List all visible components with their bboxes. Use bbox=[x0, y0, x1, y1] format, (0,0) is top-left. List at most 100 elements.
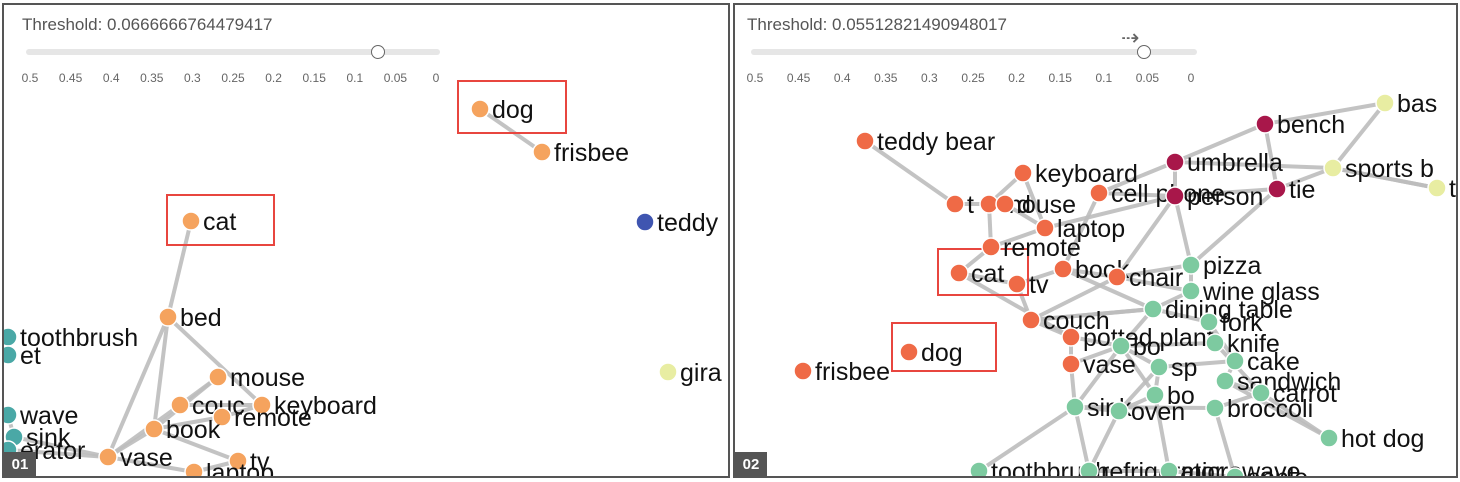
node-sandwich[interactable]: sandwich bbox=[1215, 368, 1341, 396]
node-dot[interactable] bbox=[532, 142, 552, 162]
node-dot[interactable] bbox=[208, 367, 228, 387]
node-dot[interactable] bbox=[228, 451, 248, 471]
node-oven[interactable]: oven bbox=[1109, 398, 1185, 426]
node-bo[interactable]: bo bbox=[1145, 382, 1195, 410]
node-dot[interactable] bbox=[1013, 163, 1033, 183]
node-dot[interactable] bbox=[899, 342, 919, 362]
node-dot[interactable] bbox=[184, 462, 204, 476]
node-couc[interactable]: couc bbox=[170, 392, 245, 420]
node-dot[interactable] bbox=[4, 345, 18, 365]
node-bo[interactable]: bo bbox=[1111, 333, 1161, 361]
node-keyboard[interactable]: keyboard bbox=[252, 392, 377, 420]
node-umbrella[interactable]: umbrella bbox=[1165, 149, 1283, 177]
node-t[interactable]: t bbox=[1427, 175, 1456, 203]
node-person[interactable]: person bbox=[1165, 183, 1263, 211]
node-tie[interactable]: tie bbox=[1267, 176, 1315, 204]
node-dot[interactable] bbox=[1089, 183, 1109, 203]
node-dot[interactable] bbox=[144, 419, 164, 439]
node-mouse[interactable]: mouse bbox=[979, 191, 1076, 219]
node-dot[interactable] bbox=[1267, 179, 1287, 199]
node-vase[interactable]: vase bbox=[1061, 351, 1136, 379]
node-dog[interactable]: dog bbox=[899, 339, 963, 367]
node-dot[interactable] bbox=[1061, 327, 1081, 347]
node-teddy[interactable]: teddy bbox=[635, 209, 719, 237]
node-dot[interactable] bbox=[1007, 274, 1027, 294]
node-dot[interactable] bbox=[793, 361, 813, 381]
node-dot[interactable] bbox=[1061, 354, 1081, 374]
node-dot[interactable] bbox=[1181, 281, 1201, 301]
node-keyboard[interactable]: keyboard bbox=[1013, 160, 1138, 188]
node-dot[interactable] bbox=[1427, 178, 1447, 198]
node-dot[interactable] bbox=[1215, 371, 1235, 391]
node-mouse[interactable]: mouse bbox=[208, 364, 305, 392]
node-dot[interactable] bbox=[158, 307, 178, 327]
node-broccoli[interactable]: broccoli bbox=[1205, 395, 1313, 423]
node-dining-table[interactable]: dining table bbox=[1143, 296, 1293, 324]
node-dog[interactable]: dog bbox=[470, 96, 534, 124]
node-cake[interactable]: cake bbox=[1225, 348, 1300, 376]
node-et[interactable]: et bbox=[4, 342, 41, 370]
node-laptop[interactable]: laptop bbox=[184, 459, 274, 476]
node-dot[interactable] bbox=[1181, 255, 1201, 275]
node-remote[interactable]: remote bbox=[981, 234, 1081, 262]
node-dot[interactable] bbox=[1255, 114, 1275, 134]
node-gira[interactable]: gira bbox=[658, 359, 722, 387]
node-dot[interactable] bbox=[1165, 152, 1185, 172]
node-sp[interactable]: sp bbox=[1149, 354, 1197, 382]
node-tv[interactable]: tv bbox=[228, 448, 270, 476]
node-dot[interactable] bbox=[1205, 333, 1225, 353]
node-sink[interactable]: sink bbox=[4, 424, 71, 452]
node-dot[interactable] bbox=[470, 99, 490, 119]
node-cat[interactable]: cat bbox=[181, 208, 236, 236]
node-dot[interactable] bbox=[1375, 93, 1395, 113]
node-chair[interactable]: chair bbox=[1107, 264, 1183, 292]
node-laptop[interactable]: laptop bbox=[1035, 215, 1125, 243]
node-remote[interactable]: remote bbox=[212, 404, 312, 432]
node-dot[interactable] bbox=[658, 362, 678, 382]
slider-knob-2[interactable] bbox=[1137, 45, 1151, 59]
node-dot[interactable] bbox=[170, 395, 190, 415]
node-dot[interactable] bbox=[98, 447, 118, 467]
node-dot[interactable] bbox=[1205, 398, 1225, 418]
node-dot[interactable] bbox=[945, 194, 965, 214]
node-hot-dog[interactable]: hot dog bbox=[1319, 425, 1424, 453]
node-dot[interactable] bbox=[969, 461, 989, 476]
node-t[interactable]: t bbox=[945, 191, 974, 219]
node-dot[interactable] bbox=[1165, 186, 1185, 206]
threshold-slider-2[interactable] bbox=[751, 45, 1197, 59]
node-bed[interactable]: bed bbox=[158, 304, 222, 332]
node-dot[interactable] bbox=[1159, 461, 1179, 476]
node-dot[interactable] bbox=[1323, 158, 1343, 178]
node-microwave[interactable]: microwave bbox=[1159, 458, 1300, 476]
node-dot[interactable] bbox=[1251, 383, 1271, 403]
node-cat[interactable]: cat bbox=[949, 260, 1004, 288]
node-dot[interactable] bbox=[1035, 218, 1055, 238]
node-dot[interactable] bbox=[1319, 428, 1339, 448]
node-potted-plant[interactable]: potted plant bbox=[1061, 324, 1214, 352]
node-dot[interactable] bbox=[981, 237, 1001, 257]
node-dot[interactable] bbox=[1145, 385, 1165, 405]
node-dot[interactable] bbox=[1065, 397, 1085, 417]
node-dot[interactable] bbox=[1149, 357, 1169, 377]
node-dot[interactable] bbox=[949, 263, 969, 283]
node-bas[interactable]: bas bbox=[1375, 90, 1437, 118]
node-dot[interactable] bbox=[1225, 351, 1245, 371]
node-vase[interactable]: vase bbox=[98, 444, 173, 472]
node-toothbrush[interactable]: toothbrush bbox=[4, 324, 138, 352]
node-dot[interactable] bbox=[855, 131, 875, 151]
node-dot[interactable] bbox=[1109, 401, 1129, 421]
node-dot[interactable] bbox=[1107, 267, 1127, 287]
threshold-slider-1[interactable] bbox=[26, 45, 440, 59]
node-dot[interactable] bbox=[181, 211, 201, 231]
node-couch[interactable]: couch bbox=[1021, 307, 1110, 335]
node-dot[interactable] bbox=[4, 405, 18, 425]
node-dot[interactable] bbox=[1143, 299, 1163, 319]
node-bench[interactable]: bench bbox=[1255, 111, 1345, 139]
node-carrot[interactable]: carrot bbox=[1251, 380, 1337, 408]
node-wave[interactable]: wave bbox=[4, 402, 78, 430]
node-dot[interactable] bbox=[1225, 467, 1245, 476]
node-d[interactable]: d bbox=[995, 191, 1031, 219]
node-dot[interactable] bbox=[635, 212, 655, 232]
node-frisbee[interactable]: frisbee bbox=[793, 358, 890, 386]
node-dot[interactable] bbox=[1021, 310, 1041, 330]
